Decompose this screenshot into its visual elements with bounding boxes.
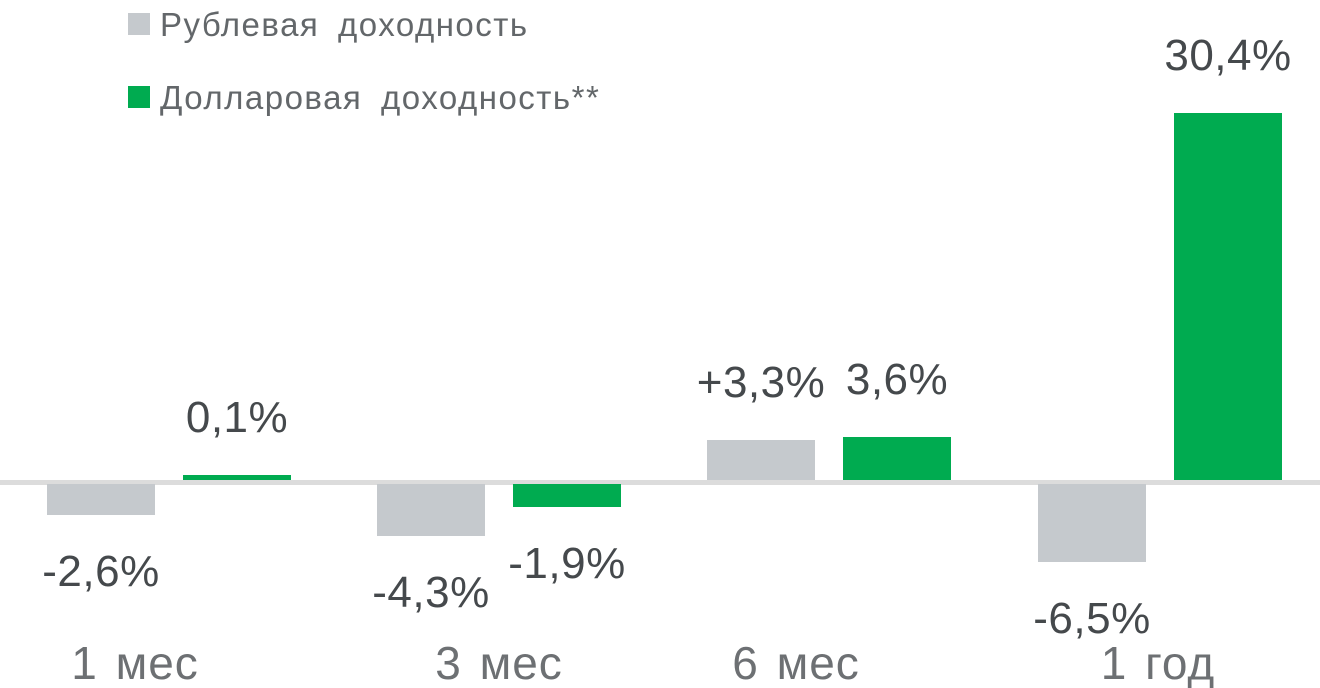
value-label-series0-cat0: -2,6%	[42, 547, 160, 596]
value-label-series0-cat1: -4,3%	[372, 568, 490, 617]
bar-series1-cat2	[843, 437, 951, 480]
legend-label-dollar: Долларовая доходность**	[160, 79, 601, 116]
value-label-series1-cat1: -1,9%	[508, 539, 626, 588]
category-label-cat0: 1 мес	[71, 637, 199, 688]
legend-label-ruble: Рублевая доходность	[160, 6, 529, 43]
bar-series0-cat3	[1038, 484, 1146, 562]
legend-swatch-ruble-icon	[128, 13, 150, 35]
bar-series1-cat3	[1174, 113, 1282, 480]
legend-swatch-dollar-icon	[128, 86, 150, 108]
legend-item-ruble: Рублевая доходность	[128, 8, 600, 41]
bar-series1-cat0	[183, 475, 291, 480]
value-label-series0-cat3: -6,5%	[1033, 594, 1151, 643]
value-label-series1-cat2: 3,6%	[845, 355, 949, 404]
bar-series0-cat1	[377, 484, 485, 536]
legend-item-dollar: Долларовая доходность**	[128, 81, 600, 114]
value-label-series0-cat2: +3,3%	[696, 358, 826, 407]
legend: Рублевая доходность Долларовая доходност…	[128, 8, 600, 114]
x-axis-baseline	[0, 480, 1320, 485]
category-label-cat2: 6 мес	[732, 637, 860, 688]
value-label-series1-cat3: 30,4%	[1164, 31, 1292, 80]
bar-series1-cat1	[513, 484, 621, 507]
category-label-cat1: 3 мес	[435, 637, 563, 688]
bar-series0-cat0	[47, 484, 155, 515]
category-label-cat3: 1 год	[1100, 637, 1216, 688]
bar-series0-cat2	[707, 440, 815, 480]
value-label-series1-cat0: 0,1%	[185, 393, 289, 442]
